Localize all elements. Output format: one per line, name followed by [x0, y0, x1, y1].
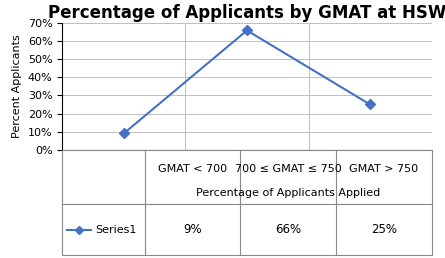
Text: GMAT < 700: GMAT < 700 [158, 164, 227, 174]
Title: Percentage of Applicants by GMAT at HSW: Percentage of Applicants by GMAT at HSW [48, 4, 445, 22]
Text: 700 ≤ GMAT ≤ 750: 700 ≤ GMAT ≤ 750 [235, 164, 341, 174]
Y-axis label: Percent Applicants: Percent Applicants [12, 35, 22, 138]
Text: 25%: 25% [371, 223, 397, 236]
Text: 66%: 66% [275, 223, 301, 236]
Text: GMAT > 750: GMAT > 750 [349, 164, 418, 174]
Text: 9%: 9% [183, 223, 202, 236]
Text: Series1: Series1 [95, 225, 136, 235]
Text: Percentage of Applicants Applied: Percentage of Applicants Applied [196, 189, 380, 198]
